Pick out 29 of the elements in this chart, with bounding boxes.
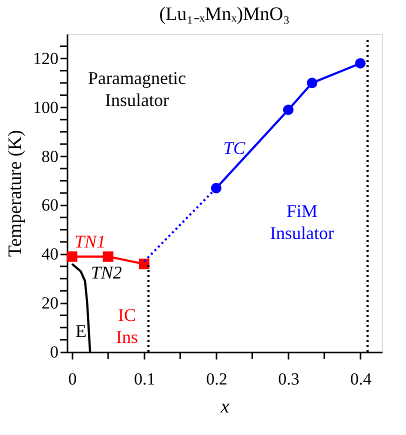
annotation: IC Ins [116,305,138,347]
annotation: Paramagnetic Insulator [88,68,186,110]
series-label: TC [223,138,246,158]
series-label: TN1 [74,232,106,252]
point [355,58,366,69]
y-axis-title: Temperature (K) [5,130,26,257]
y-tick-label: 80 [42,146,58,166]
y-tick-label: 40 [42,244,58,264]
x-tick-label: 0 [68,370,77,388]
point [102,251,114,262]
point [66,251,78,262]
x-axis-title: x [220,396,230,418]
point [138,258,150,270]
annotation: E [76,321,86,341]
annotation: FiM Insulator [270,201,334,243]
x-tick-label: 0.4 [350,370,372,388]
series-label: TN2 [90,262,122,283]
y-tick-label: 60 [42,196,58,215]
point [210,182,222,194]
y-tick-label: 0 [50,342,58,362]
x-tick-label: 0.1 [134,370,156,388]
point [306,78,318,88]
x-tick-label: 0.3 [278,370,300,388]
y-tick-label: 20 [42,294,58,313]
x-tick-label: 0.2 [206,370,228,388]
chart-title: (Lu₁₋ₓMnₓ)MnO₃ [159,4,290,25]
y-tick-label: 100 [33,98,58,117]
y-tick-label: 120 [33,48,58,68]
point [283,104,294,116]
